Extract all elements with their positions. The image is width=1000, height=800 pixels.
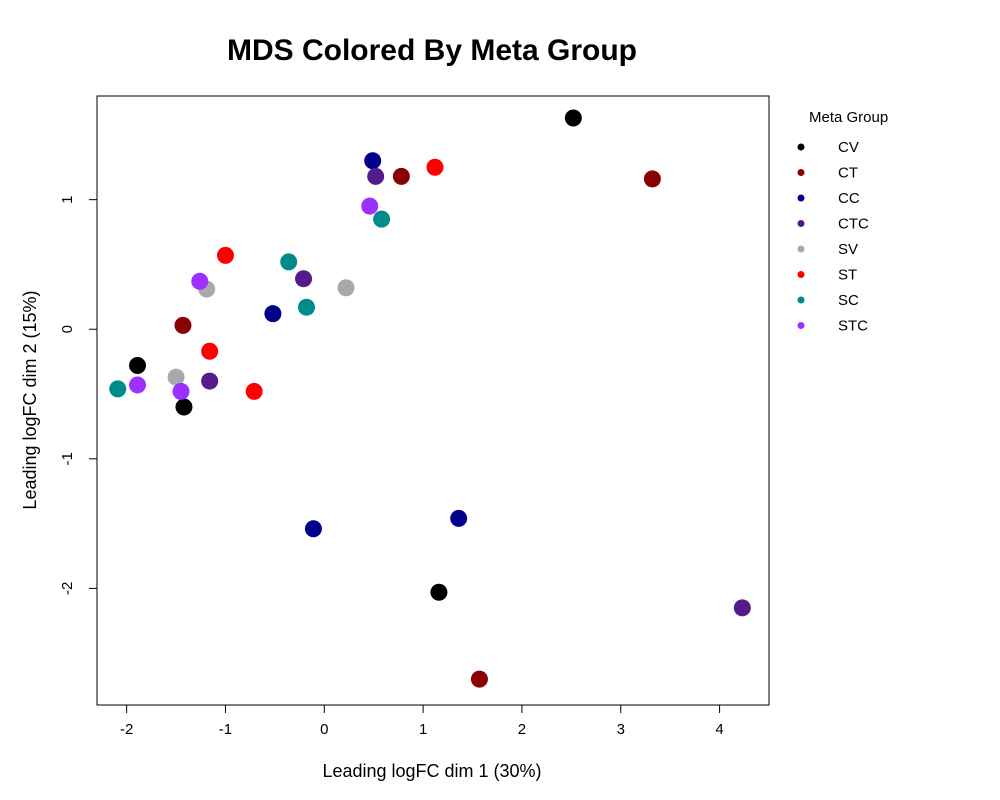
data-point-cc — [450, 509, 468, 527]
data-point-cv — [129, 357, 147, 375]
legend-marker-ct — [797, 169, 805, 176]
legend: Meta Group CV CT CC CTC SV ST SC STC — [797, 109, 888, 335]
data-point-ct — [174, 316, 192, 334]
data-point-stc — [172, 382, 190, 400]
legend-marker-sv — [797, 245, 805, 253]
data-point-cv — [564, 109, 582, 127]
legend-marker-ctc — [797, 220, 805, 227]
y-tick-label: -1 — [59, 452, 76, 465]
legend-marker-cc — [797, 194, 805, 202]
x-tick-label: 1 — [419, 721, 427, 738]
legend-marker-sc — [797, 296, 805, 304]
data-point-ct — [470, 670, 488, 688]
chart-title: MDS Colored By Meta Group — [227, 34, 637, 67]
legend-label-ct: CT — [838, 165, 858, 182]
x-tick-label: 3 — [617, 721, 625, 738]
x-tick-label: -1 — [219, 721, 232, 738]
data-point-sc — [298, 298, 316, 316]
legend-label-stc: STC — [838, 318, 868, 335]
data-point-ctc — [201, 372, 219, 390]
data-point-cv — [175, 398, 193, 416]
legend-label-st: ST — [838, 267, 857, 284]
y-tick-label: 0 — [59, 325, 76, 333]
data-points — [109, 109, 751, 688]
data-point-ctc — [295, 270, 313, 288]
x-axis-label: Leading logFC dim 1 (30%) — [322, 761, 541, 781]
legend-marker-cv — [797, 143, 805, 151]
data-point-ct — [392, 167, 410, 185]
legend-label-cc: CC — [838, 190, 860, 207]
y-axis-label: Leading logFC dim 2 (15%) — [20, 290, 40, 509]
data-point-stc — [191, 272, 209, 290]
x-tick-label: 2 — [518, 721, 526, 738]
legend-label-sc: SC — [838, 292, 859, 309]
data-point-cc — [264, 305, 282, 323]
data-point-sv — [167, 368, 185, 386]
y-axis: -2 -1 0 1 — [59, 195, 98, 595]
legend-marker-st — [797, 271, 805, 278]
legend-marker-stc — [797, 322, 805, 329]
data-point-cc — [304, 520, 322, 538]
legend-label-sv: SV — [838, 241, 858, 258]
legend-label-ctc: CTC — [838, 216, 869, 233]
x-axis: -2 -1 0 1 2 3 4 — [120, 704, 724, 738]
data-point-sv — [337, 279, 355, 297]
legend-label-cv: CV — [838, 139, 859, 156]
data-point-sc — [109, 380, 127, 398]
x-tick-label: 0 — [320, 721, 328, 738]
data-point-cc — [364, 152, 382, 170]
data-point-stc — [361, 197, 379, 215]
data-point-ctc — [367, 167, 385, 185]
data-point-ctc — [733, 599, 751, 617]
data-point-cv — [430, 583, 448, 601]
x-tick-label: -2 — [120, 721, 133, 738]
x-tick-label: 4 — [715, 721, 723, 738]
data-point-sc — [280, 253, 298, 271]
data-point-sc — [373, 210, 391, 228]
data-point-st — [245, 382, 263, 400]
data-point-st — [216, 246, 234, 264]
y-tick-label: 1 — [59, 195, 76, 203]
data-point-ct — [643, 170, 661, 188]
legend-title: Meta Group — [809, 109, 888, 126]
data-point-stc — [129, 376, 147, 394]
plot-frame — [96, 95, 770, 706]
y-tick-label: -2 — [59, 582, 76, 595]
data-point-st — [201, 342, 219, 360]
data-point-st — [426, 158, 444, 176]
